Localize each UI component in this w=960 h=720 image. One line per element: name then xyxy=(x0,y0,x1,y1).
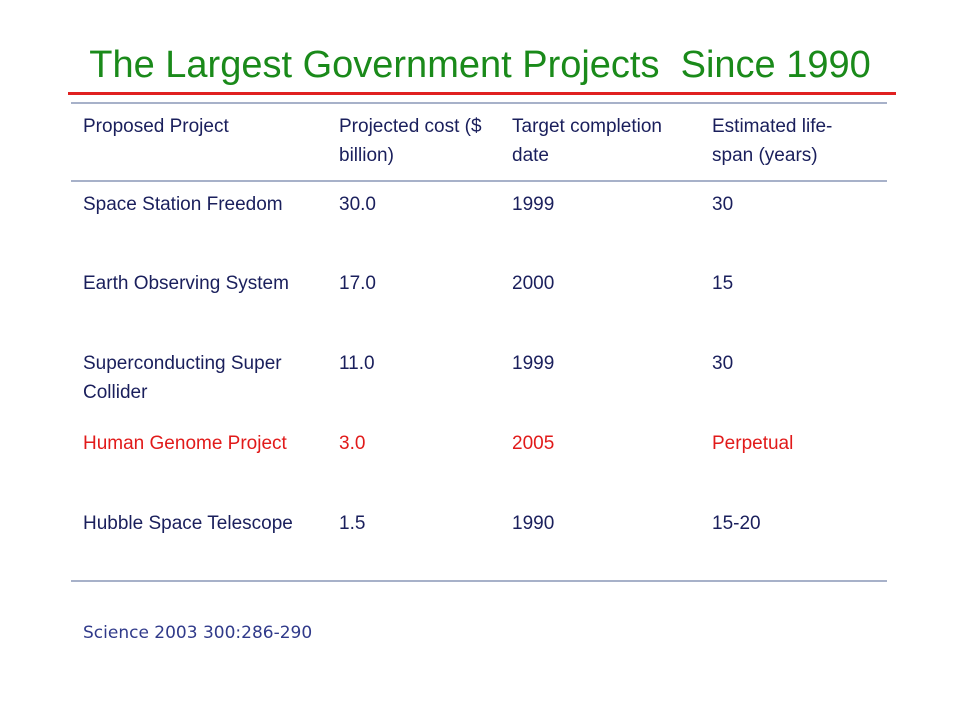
cell-project: Space Station Freedom xyxy=(83,194,283,215)
cell-cost: 17.0 xyxy=(339,273,376,294)
cell-cost: 3.0 xyxy=(339,433,366,454)
cell-cost: 30.0 xyxy=(339,194,376,215)
table-row: Human Genome Project 3.0 2005 Perpetual xyxy=(71,421,887,501)
header-projected-cost: Projected cost ($ billion) xyxy=(339,116,482,166)
table-row: Superconducting Super Collider 11.0 1999… xyxy=(71,341,887,421)
cell-lifespan: Perpetual xyxy=(712,433,794,454)
table-header-row: Proposed Project Projected cost ($ billi… xyxy=(71,103,887,181)
header-target-completion: Target completion date xyxy=(512,116,662,166)
table-row: Space Station Freedom 30.0 1999 30 xyxy=(71,181,887,261)
table-row: Earth Observing System 17.0 2000 15 xyxy=(71,261,887,341)
cell-project: Earth Observing System xyxy=(83,273,289,294)
citation: Science 2003 300:286-290 xyxy=(83,623,313,643)
cell-completion: 1990 xyxy=(512,513,555,534)
header-proposed-project: Proposed Project xyxy=(83,116,229,137)
cell-lifespan: 15-20 xyxy=(712,513,761,534)
projects-table: Proposed Project Projected cost ($ billi… xyxy=(71,102,887,582)
cell-project: Hubble Space Telescope xyxy=(83,513,293,534)
cell-lifespan: 30 xyxy=(712,353,734,374)
cell-cost: 11.0 xyxy=(339,353,375,374)
header-estimated-lifespan: Estimated life-span (years) xyxy=(712,116,833,166)
cell-cost: 1.5 xyxy=(339,513,366,534)
cell-project: Human Genome Project xyxy=(83,433,287,454)
cell-completion: 1999 xyxy=(512,353,555,374)
projects-table-container: Proposed Project Projected cost ($ billi… xyxy=(71,102,887,582)
cell-completion: 2000 xyxy=(512,273,555,294)
slide-title: The Largest Government Projects Since 19… xyxy=(89,44,871,86)
table-row: Hubble Space Telescope 1.5 1990 15-20 xyxy=(71,501,887,581)
title-underline xyxy=(68,92,896,95)
cell-project: Superconducting Super Collider xyxy=(83,353,282,403)
cell-completion: 2005 xyxy=(512,433,555,454)
cell-lifespan: 15 xyxy=(712,273,734,294)
cell-lifespan: 30 xyxy=(712,194,734,215)
cell-completion: 1999 xyxy=(512,194,555,215)
